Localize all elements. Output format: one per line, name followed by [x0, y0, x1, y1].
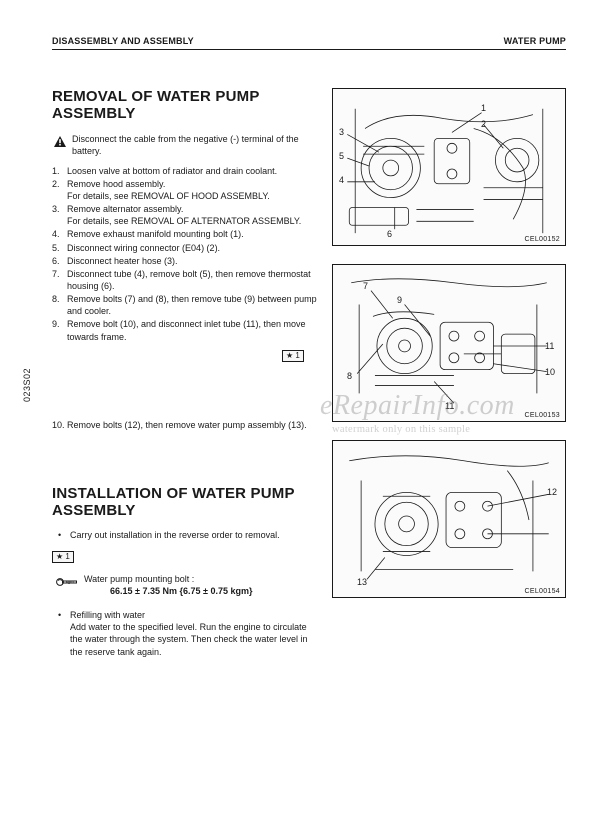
xref-marker-install: ★ 1 — [52, 551, 74, 563]
install-bullet-2: Refilling with water Add water to the sp… — [52, 609, 320, 658]
main-content: REMOVAL OF WATER PUMP ASSEMBLY Disconnec… — [52, 88, 566, 662]
callout-13: 13 — [357, 577, 367, 587]
callout-11: 11 — [445, 401, 454, 411]
callout-9: 9 — [397, 295, 402, 305]
figure-3-code: CEL00154 — [524, 588, 561, 595]
xref-marker: ★ 1 — [282, 350, 304, 362]
figure-column: 3 5 4 6 1 2 CEL00152 — [332, 88, 566, 662]
callout-7: 7 — [363, 281, 368, 291]
removal-step-10: Remove bolts (12), then remove water pum… — [52, 419, 320, 431]
torque-spec: kgm Water pump mounting bolt : 66.15 ± 7… — [52, 573, 320, 597]
callout-12: 12 — [547, 487, 557, 497]
warning-icon — [54, 134, 66, 152]
removal-step: Remove bolts (12), then remove water pum… — [52, 419, 320, 431]
removal-step: Remove alternator assembly.For details, … — [52, 203, 320, 227]
figure-1: 3 5 4 6 1 2 CEL00152 — [332, 88, 566, 246]
figure-1-code: CEL00152 — [524, 236, 561, 243]
header-section: DISASSEMBLY AND ASSEMBLY — [52, 36, 194, 46]
callout-10: 10 — [545, 367, 555, 377]
removal-step: Remove bolt (10), and disconnect inlet t… — [52, 318, 320, 342]
warning-text: Disconnect the cable from the negative (… — [72, 133, 320, 157]
figure-2: 7 9 8 11 11 10 CEL00153 — [332, 264, 566, 422]
warning-row: Disconnect the cable from the negative (… — [52, 133, 320, 157]
wrench-icon: kgm — [56, 574, 78, 592]
install-bullet-1: Carry out installation in the reverse or… — [52, 529, 320, 541]
refill-title: Refilling with water — [70, 610, 145, 620]
removal-step: Disconnect wiring connector (E04) (2). — [52, 242, 320, 254]
install-reverse-order: Carry out installation in the reverse or… — [52, 529, 320, 541]
removal-step: Disconnect tube (4), remove bolt (5), th… — [52, 268, 320, 292]
callout-2: 2 — [481, 119, 486, 129]
removal-step: Remove bolts (7) and (8), then remove tu… — [52, 293, 320, 317]
callout-11b: 11 — [545, 341, 554, 351]
refill-water: Refilling with water Add water to the sp… — [52, 609, 320, 658]
figure-3: 12 13 CEL00154 — [332, 440, 566, 598]
removal-title: REMOVAL OF WATER PUMP ASSEMBLY — [52, 88, 320, 123]
removal-steps: Loosen valve at bottom of radiator and d… — [52, 165, 320, 343]
header-topic: WATER PUMP — [504, 36, 566, 46]
torque-label: Water pump mounting bolt : — [84, 574, 194, 584]
removal-step: Remove hood assembly.For details, see RE… — [52, 178, 320, 202]
callout-6: 6 — [387, 229, 392, 239]
page-code: 023S02 — [22, 368, 32, 402]
page-header: DISASSEMBLY AND ASSEMBLY WATER PUMP — [52, 36, 566, 50]
removal-step: Disconnect heater hose (3). — [52, 255, 320, 267]
svg-text:kgm: kgm — [66, 579, 74, 584]
callout-4: 4 — [339, 175, 344, 185]
callout-8: 8 — [347, 371, 352, 381]
figure-2-code: CEL00153 — [524, 412, 561, 419]
callout-5: 5 — [339, 151, 344, 161]
removal-step: Remove exhaust manifold mounting bolt (1… — [52, 228, 320, 240]
refill-body: Add water to the specified level. Run th… — [70, 622, 307, 656]
install-title: INSTALLATION OF WATER PUMP ASSEMBLY — [52, 485, 320, 520]
callout-3: 3 — [339, 127, 344, 137]
removal-step: Loosen valve at bottom of radiator and d… — [52, 165, 320, 177]
torque-value: 66.15 ± 7.35 Nm {6.75 ± 0.75 kgm} — [84, 586, 252, 596]
torque-text: Water pump mounting bolt : 66.15 ± 7.35 … — [84, 573, 252, 597]
text-column: REMOVAL OF WATER PUMP ASSEMBLY Disconnec… — [52, 88, 320, 662]
callout-1: 1 — [481, 103, 486, 113]
